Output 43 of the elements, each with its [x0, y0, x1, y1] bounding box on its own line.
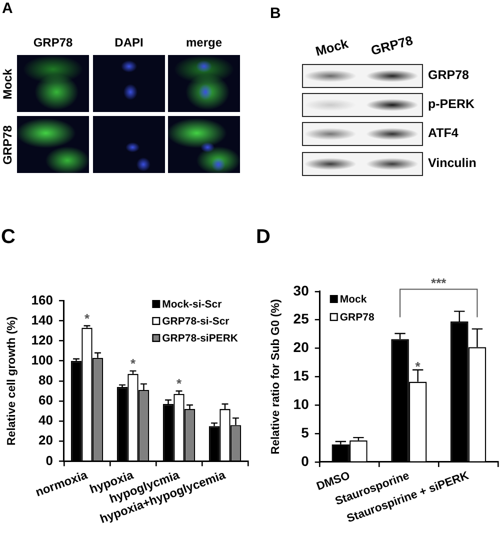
y-tick-label: 80	[38, 372, 53, 388]
category-label: GRP78	[428, 68, 469, 83]
category-label: merge	[186, 35, 222, 50]
text: ATF4	[428, 126, 458, 141]
y-tick-label: 160	[31, 292, 53, 308]
text: Mock	[0, 68, 15, 99]
y-tick-label: 20	[293, 339, 310, 356]
y-tick-label: 0	[301, 452, 310, 469]
y-tick-label: 120	[31, 332, 53, 348]
y-tick-label: 30	[293, 282, 310, 298]
y-tick-label: 15	[293, 368, 310, 384]
text: p-PERK	[428, 97, 475, 112]
text: A	[2, 0, 13, 18]
y-tick-label: 60	[38, 392, 53, 408]
y-tick-label: 5	[301, 424, 310, 440]
category-label: Mock	[314, 36, 350, 60]
y-tick-label: 100	[31, 352, 53, 368]
text: B	[270, 5, 281, 22]
y-tick-label: 10	[293, 396, 310, 412]
category-label: DAPI	[114, 35, 144, 50]
annotation: *	[130, 356, 136, 371]
text: Vinculin	[428, 156, 476, 171]
legend-label: Mock-si-Scr	[162, 298, 222, 310]
y-axis-title: Relative cell growth (%)	[6, 316, 18, 446]
legend-label: GRP78-siPERK	[162, 332, 238, 344]
annotation: *	[415, 358, 422, 374]
chart-title: D	[256, 226, 270, 248]
y-tick-label: 0	[46, 452, 53, 468]
text: GRP78	[33, 35, 73, 50]
chart-title: C	[1, 226, 16, 248]
annotation: *	[176, 376, 182, 392]
legend-label: GRP78	[340, 311, 374, 324]
category-label: GRP78	[0, 124, 15, 164]
y-tick-label: 25	[293, 310, 310, 327]
legend-label: Mock	[340, 293, 367, 306]
annotation: *	[84, 310, 90, 326]
y-axis-title: Relative ratio for Sub G0 (%)	[270, 298, 282, 454]
y-tick-label: 20	[38, 432, 53, 448]
text: ***	[431, 275, 448, 290]
y-tick-label: 140	[31, 312, 53, 328]
text: GRP78	[369, 32, 414, 58]
legend-label: GRP78-si-Scr	[162, 315, 230, 328]
y-tick-label: 40	[38, 412, 53, 428]
